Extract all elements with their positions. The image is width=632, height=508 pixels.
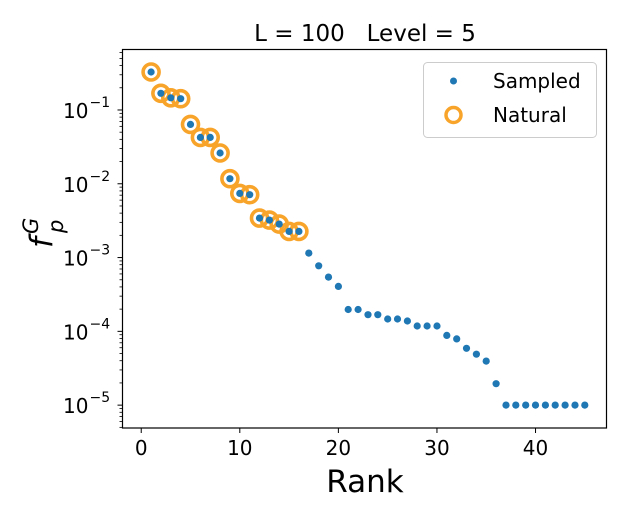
sampled-point: [551, 401, 559, 409]
sampled-point: [492, 380, 500, 388]
sampled-point: [265, 216, 273, 224]
sampled-point: [315, 262, 323, 270]
axes: [121, 48, 608, 429]
sampled-point: [393, 315, 402, 323]
legend-frame: [423, 62, 597, 138]
sampled-point: [216, 149, 224, 157]
axes-frame: [121, 48, 608, 429]
natural-point: [151, 83, 171, 104]
sampled-point: [413, 322, 421, 330]
y-tick-label: 10: [63, 247, 88, 271]
sampled-point: [522, 401, 530, 409]
sampled-point: [295, 227, 303, 235]
legend-marker-natural: [444, 105, 463, 125]
sampled-point: [285, 227, 293, 235]
x-tick-label: 10: [227, 436, 252, 460]
y-axis-label-superscript: G: [19, 218, 43, 234]
sampled-point: [246, 191, 254, 199]
sampled-point: [226, 175, 234, 183]
sampled-point: [255, 214, 264, 222]
sampled-point: [334, 282, 342, 290]
sampled-point: [462, 344, 471, 352]
y-tick-label-exponent: −5: [90, 390, 111, 406]
sampled-point: [423, 322, 431, 330]
sampled-point: [403, 317, 411, 325]
sampled-point: [167, 94, 175, 102]
y-axis-label-subscript: p: [44, 220, 68, 234]
y-tick-label: 10: [63, 173, 88, 197]
sampled-point: [453, 335, 461, 343]
y-tick-label: 10: [63, 320, 88, 344]
x-axis-label: Rank: [326, 464, 404, 500]
y-tick-label: 10: [63, 99, 88, 123]
sampled-point: [177, 95, 185, 103]
sampled-point: [502, 401, 510, 409]
y-axis-ticks: 10−110−210−310−410−5: [63, 52, 123, 428]
x-tick-label: 30: [424, 436, 449, 460]
sampled-point: [275, 220, 283, 228]
sampled-point: [186, 120, 195, 128]
sampled-point: [374, 311, 382, 319]
sampled-point: [324, 273, 333, 281]
y-tick-label-exponent: −2: [90, 169, 111, 185]
x-axis-ticks: 0 10 20 30 40: [135, 428, 548, 460]
sampled-point: [433, 322, 441, 330]
natural-point: [141, 62, 161, 82]
sampled-point: [482, 357, 490, 365]
natural-point: [180, 114, 201, 135]
x-tick-label: 40: [523, 436, 548, 460]
sampled-point: [206, 133, 214, 141]
legend-marker-sampled: [450, 77, 457, 85]
sampled-point: [531, 401, 540, 409]
natural-point: [220, 168, 240, 189]
sampled-point: [157, 89, 165, 97]
legend-label-sampled: Sampled: [493, 69, 581, 93]
sampled-point: [561, 401, 569, 409]
sampled-point: [354, 305, 362, 314]
chart-title: L = 100 Level = 5: [254, 21, 476, 47]
x-tick-label: 0: [135, 436, 148, 460]
sampled-point: [364, 311, 372, 319]
sampled-point: [305, 249, 313, 257]
y-tick-label: 10: [63, 394, 88, 418]
sampled-point: [344, 305, 352, 314]
legend-label-natural: Natural: [493, 103, 567, 127]
y-tick-label-exponent: −3: [90, 243, 111, 259]
sampled-point: [236, 189, 244, 197]
sampled-point: [443, 331, 451, 339]
natural-point: [210, 143, 230, 163]
sampled-point: [571, 401, 579, 409]
data-marks: [141, 62, 589, 409]
sampled-point: [581, 401, 589, 409]
sampled-point: [472, 350, 480, 358]
sampled-point: [196, 133, 204, 141]
sampled-point: [541, 401, 550, 409]
sampled-point: [512, 401, 520, 409]
x-tick-label: 20: [326, 436, 351, 460]
sampled-point: [384, 315, 392, 323]
y-tick-label-exponent: −4: [90, 316, 111, 332]
sampled-point: [147, 68, 155, 76]
y-tick-label-exponent: −1: [90, 95, 111, 111]
legend: Sampled Natural: [423, 62, 597, 138]
